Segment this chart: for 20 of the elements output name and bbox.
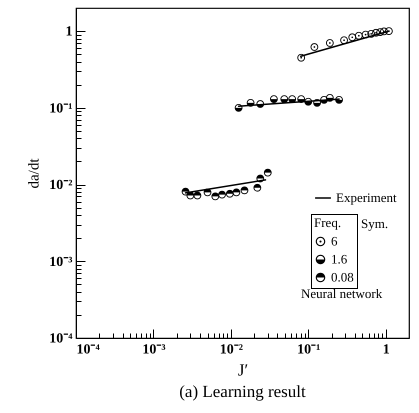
legend-label: Experiment [336,190,398,205]
x-tick-label: 1 [382,342,390,358]
y-tick-label: 10⁻² [49,178,72,194]
x-tick-label: 10⁻² [220,342,243,358]
x-tick-label: 10⁻¹ [297,342,320,358]
y-tick-label: 10⁻³ [49,254,72,270]
annotation: Sym. [361,216,388,231]
x-tick-label: 10⁻³ [142,342,166,358]
legend-label: 1.6 [331,252,348,266]
x-tick-label: 10⁻⁴ [76,342,100,358]
x-axis-title: J′ [238,360,248,380]
y-tick-label: 10⁻⁴ [49,332,74,346]
annotation: Neural network [301,286,382,301]
legend-label: 6 [331,234,338,248]
y-tick-label: 1 [66,24,72,40]
y-axis-title: da/dt [26,158,42,188]
legend-label: 0.08 [331,270,354,284]
y-tick-label: 10⁻¹ [49,101,72,116]
legend-title: Freq. [314,215,342,230]
text: (a) Learning result [179,382,306,401]
